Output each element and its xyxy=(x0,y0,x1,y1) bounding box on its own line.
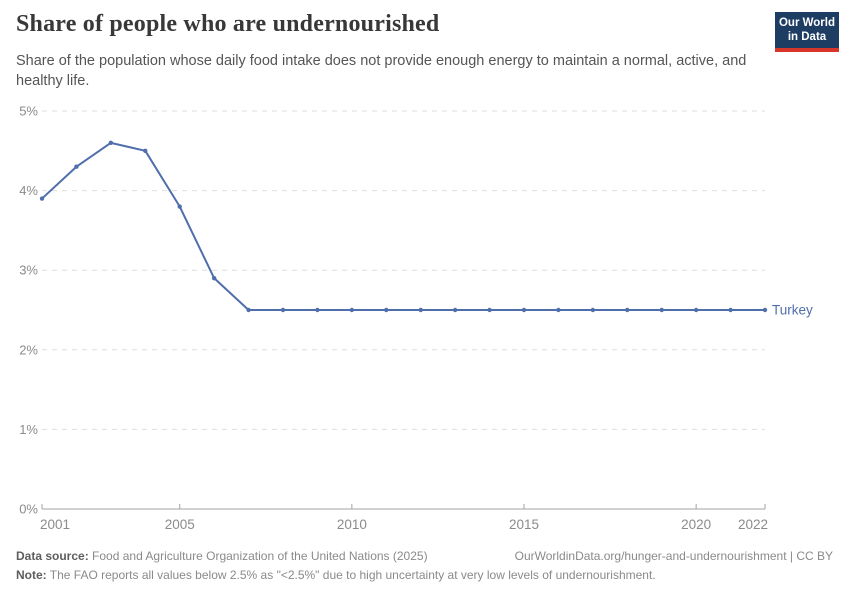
data-source-label: Data source: xyxy=(16,549,89,563)
chart-footer: Data source: Food and Agriculture Organi… xyxy=(16,547,833,585)
x-tick-label-2020: 2020 xyxy=(681,517,711,532)
data-point-2003 xyxy=(108,140,114,146)
data-point-2001 xyxy=(39,196,45,201)
y-tick-label-5: 5% xyxy=(19,104,38,119)
data-point-2018 xyxy=(625,307,630,313)
x-tick-label-2005: 2005 xyxy=(165,517,195,532)
data-point-2014 xyxy=(487,307,492,313)
y-tick-label-0: 0% xyxy=(19,502,38,517)
data-source-text: Food and Agriculture Organization of the… xyxy=(88,549,428,563)
x-tick-label-2001: 2001 xyxy=(40,517,70,532)
data-point-2007 xyxy=(246,307,251,313)
chart-subtitle: Share of the population whose daily food… xyxy=(16,53,747,89)
data-point-2017 xyxy=(590,307,596,313)
note-label: Note: xyxy=(16,568,47,582)
data-point-2005 xyxy=(177,204,182,209)
data-source: Data source: Food and Agriculture Organi… xyxy=(16,547,428,566)
y-tick-label-1: 1% xyxy=(19,422,38,437)
data-point-2022 xyxy=(762,307,768,313)
data-point-2021 xyxy=(728,307,733,313)
data-point-2019 xyxy=(659,307,664,313)
data-point-2009 xyxy=(315,307,320,313)
series-label-turkey: Turkey xyxy=(772,303,813,318)
page-title: Share of people who are undernourished xyxy=(16,11,440,37)
data-point-2016 xyxy=(556,307,561,313)
x-tick-label-2022: 2022 xyxy=(738,517,768,532)
data-point-2013 xyxy=(452,307,458,313)
y-tick-label-2: 2% xyxy=(19,342,38,357)
y-tick-label-3: 3% xyxy=(19,263,38,278)
data-point-2002 xyxy=(74,164,79,169)
x-tick-label-2015: 2015 xyxy=(509,517,539,532)
data-point-2006 xyxy=(211,275,217,281)
owid-logo[interactable]: Our World in Data xyxy=(775,12,839,52)
x-tick-label-2010: 2010 xyxy=(337,517,367,532)
data-point-2015 xyxy=(521,307,527,313)
owid-logo-line2: in Data xyxy=(787,30,827,43)
series-line-turkey xyxy=(41,141,766,311)
owid-logo-line1: Our World xyxy=(778,17,835,29)
data-point-2012 xyxy=(418,307,423,313)
data-point-2004 xyxy=(143,148,148,153)
data-point-2020 xyxy=(693,307,699,313)
footer-note: Note: The FAO reports all values below 2… xyxy=(16,566,833,585)
note-text: The FAO reports all values below 2.5% as… xyxy=(46,568,656,582)
footer-link[interactable]: OurWorldinData.org/hunger-and-undernouri… xyxy=(514,549,833,563)
data-point-2011 xyxy=(384,307,389,313)
data-point-2010 xyxy=(349,307,355,313)
chart-svg: 0% 1% 2% 3% 4% 5% 2001 2005 2010 2015 2020 2022 Turk… xyxy=(19,104,813,533)
y-tick-label-4: 4% xyxy=(19,183,38,198)
data-point-2008 xyxy=(280,307,286,313)
